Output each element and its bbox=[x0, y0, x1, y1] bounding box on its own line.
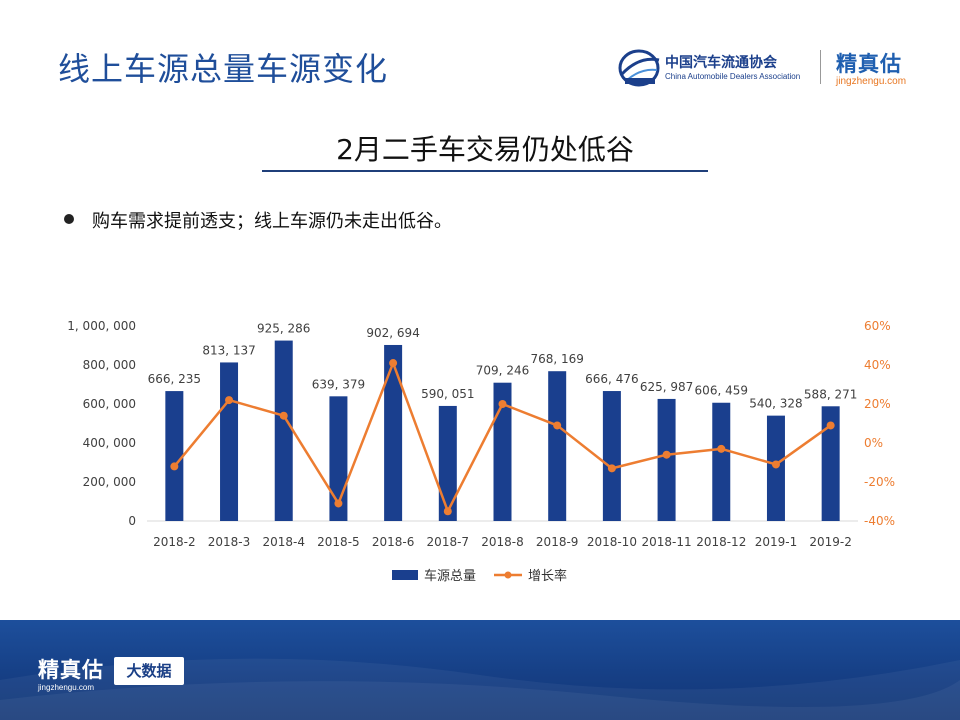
growth-point-2018-7 bbox=[443, 507, 452, 516]
growth-point-2018-8 bbox=[498, 400, 507, 408]
growth-point-2018-3 bbox=[225, 396, 234, 405]
bar-data-label: 639, 379 bbox=[312, 377, 365, 391]
footer-brand-url: jingzhengu.com bbox=[38, 683, 95, 692]
footer-bar bbox=[0, 620, 960, 720]
bar-data-label: 768, 169 bbox=[530, 352, 583, 366]
footer-brand: 精真估 jingzhengu.com bbox=[38, 654, 104, 692]
y-right-tick-label: 0% bbox=[864, 436, 883, 450]
x-tick-label: 2018-6 bbox=[372, 535, 415, 549]
x-tick-label: 2018-5 bbox=[317, 535, 360, 549]
page-title: 线上车源总量车源变化 bbox=[58, 50, 389, 88]
cada-name-cn: 中国汽车流通协会 bbox=[665, 55, 777, 71]
bullet-text: 购车需求提前透支；线上车源仍未走出低谷。 bbox=[92, 211, 452, 232]
logo-divider bbox=[820, 50, 821, 84]
bar-series bbox=[165, 340, 840, 521]
bar-2018-2 bbox=[165, 391, 184, 521]
slide-subtitle: 2月二手车交易仍处低谷 bbox=[336, 133, 634, 166]
bar-data-label: 540, 328 bbox=[749, 397, 802, 411]
bar-2018-12 bbox=[712, 402, 731, 521]
bar-2018-10 bbox=[602, 391, 621, 521]
x-tick-label: 2018-8 bbox=[481, 535, 524, 549]
cada-logo: 中国汽车流通协会 China Automobile Dealers Associ… bbox=[617, 48, 812, 88]
bar-2018-8 bbox=[493, 382, 512, 521]
y-left-tick-label: 1, 000, 000 bbox=[67, 319, 136, 333]
bar-2019-2 bbox=[821, 406, 840, 521]
y-left-tick-label: 0 bbox=[128, 514, 136, 528]
jzg-logo-url: jingzhengu.com bbox=[836, 76, 907, 87]
bar-data-label: 590, 051 bbox=[421, 387, 474, 401]
bar-data-label: 625, 987 bbox=[640, 380, 693, 394]
x-tick-label: 2018-7 bbox=[427, 535, 470, 549]
x-tick-label: 2018-3 bbox=[208, 535, 251, 549]
x-tick-label: 2018-12 bbox=[696, 535, 746, 549]
legend-swatch-bar bbox=[392, 570, 418, 580]
growth-point-2018-10 bbox=[607, 464, 616, 473]
y-left-tick-label: 400, 000 bbox=[83, 436, 136, 450]
x-tick-label: 2018-9 bbox=[536, 535, 579, 549]
bar-data-label: 666, 476 bbox=[585, 372, 638, 386]
footer-wave-decoration bbox=[0, 658, 960, 720]
jzg-logo: 精真估 jingzhengu.com bbox=[836, 48, 906, 87]
left-axis: 0 200, 000 400, 000 600, 000 800, 000 1, 000,… bbox=[67, 319, 136, 528]
legend: 车源总量 增长率 bbox=[392, 568, 567, 584]
y-right-tick-label: 60% bbox=[864, 319, 891, 333]
x-tick-label: 2019-2 bbox=[809, 535, 852, 549]
x-tick-label: 2018-11 bbox=[642, 535, 692, 549]
y-left-tick-label: 200, 000 bbox=[83, 475, 136, 489]
bar-data-label: 606, 459 bbox=[695, 384, 748, 398]
x-axis-ticks: 2018-2 2018-3 2018-4 2018-5 2018-6 2018-7 2018… bbox=[153, 535, 852, 549]
growth-point-2018-9 bbox=[553, 421, 562, 430]
growth-point-2018-5 bbox=[334, 499, 343, 508]
y-left-tick-label: 800, 000 bbox=[83, 358, 136, 372]
growth-point-2018-11 bbox=[662, 450, 671, 459]
bar-data-label: 709, 246 bbox=[476, 364, 529, 378]
bar-data-label: 925, 286 bbox=[257, 322, 310, 336]
x-tick-label: 2018-4 bbox=[262, 535, 305, 549]
growth-point-2018-12 bbox=[717, 444, 726, 453]
cada-emblem-icon bbox=[618, 49, 660, 87]
bar-data-label: 813, 137 bbox=[202, 343, 255, 357]
y-right-tick-label: 40% bbox=[864, 358, 891, 372]
bar-2018-3 bbox=[220, 362, 239, 521]
cada-name-en: China Automobile Dealers Association bbox=[665, 72, 801, 81]
y-right-tick-label: 20% bbox=[864, 397, 891, 411]
footer-brand-name: 精真估 bbox=[38, 658, 104, 682]
growth-point-2019-1 bbox=[771, 460, 780, 469]
y-left-tick-label: 600, 000 bbox=[83, 397, 136, 411]
y-right-tick-label: -40% bbox=[864, 514, 895, 528]
bar-2018-4 bbox=[274, 340, 293, 521]
footer-badge: 大数据 bbox=[114, 657, 184, 685]
line-series bbox=[170, 359, 835, 516]
bar-data-label: 588, 271 bbox=[804, 387, 857, 401]
legend-label-line: 增长率 bbox=[528, 568, 567, 584]
bar-2018-9 bbox=[548, 371, 567, 521]
bar-2018-11 bbox=[657, 398, 676, 521]
bullet-icon bbox=[64, 214, 74, 224]
right-axis: -40% -20% 0% 20% 40% 60% bbox=[864, 319, 895, 528]
bar-data-label: 666, 235 bbox=[148, 372, 201, 386]
jzg-logo-name: 精真估 bbox=[836, 52, 902, 76]
growth-point-2018-6 bbox=[389, 359, 398, 368]
legend-label-bar: 车源总量 bbox=[424, 568, 476, 584]
subtitle-underline bbox=[262, 170, 708, 172]
bar-data-label: 902, 694 bbox=[366, 326, 419, 340]
bar-2018-7 bbox=[438, 405, 457, 521]
y-right-tick-label: -20% bbox=[864, 475, 895, 489]
x-tick-label: 2019-1 bbox=[755, 535, 798, 549]
growth-point-2018-4 bbox=[279, 411, 288, 420]
legend-swatch-marker bbox=[504, 571, 512, 579]
bar-2018-6 bbox=[384, 344, 403, 521]
growth-point-2018-2 bbox=[170, 462, 179, 471]
growth-point-2019-2 bbox=[826, 421, 835, 430]
x-tick-label: 2018-10 bbox=[587, 535, 637, 549]
x-tick-label: 2018-2 bbox=[153, 535, 196, 549]
